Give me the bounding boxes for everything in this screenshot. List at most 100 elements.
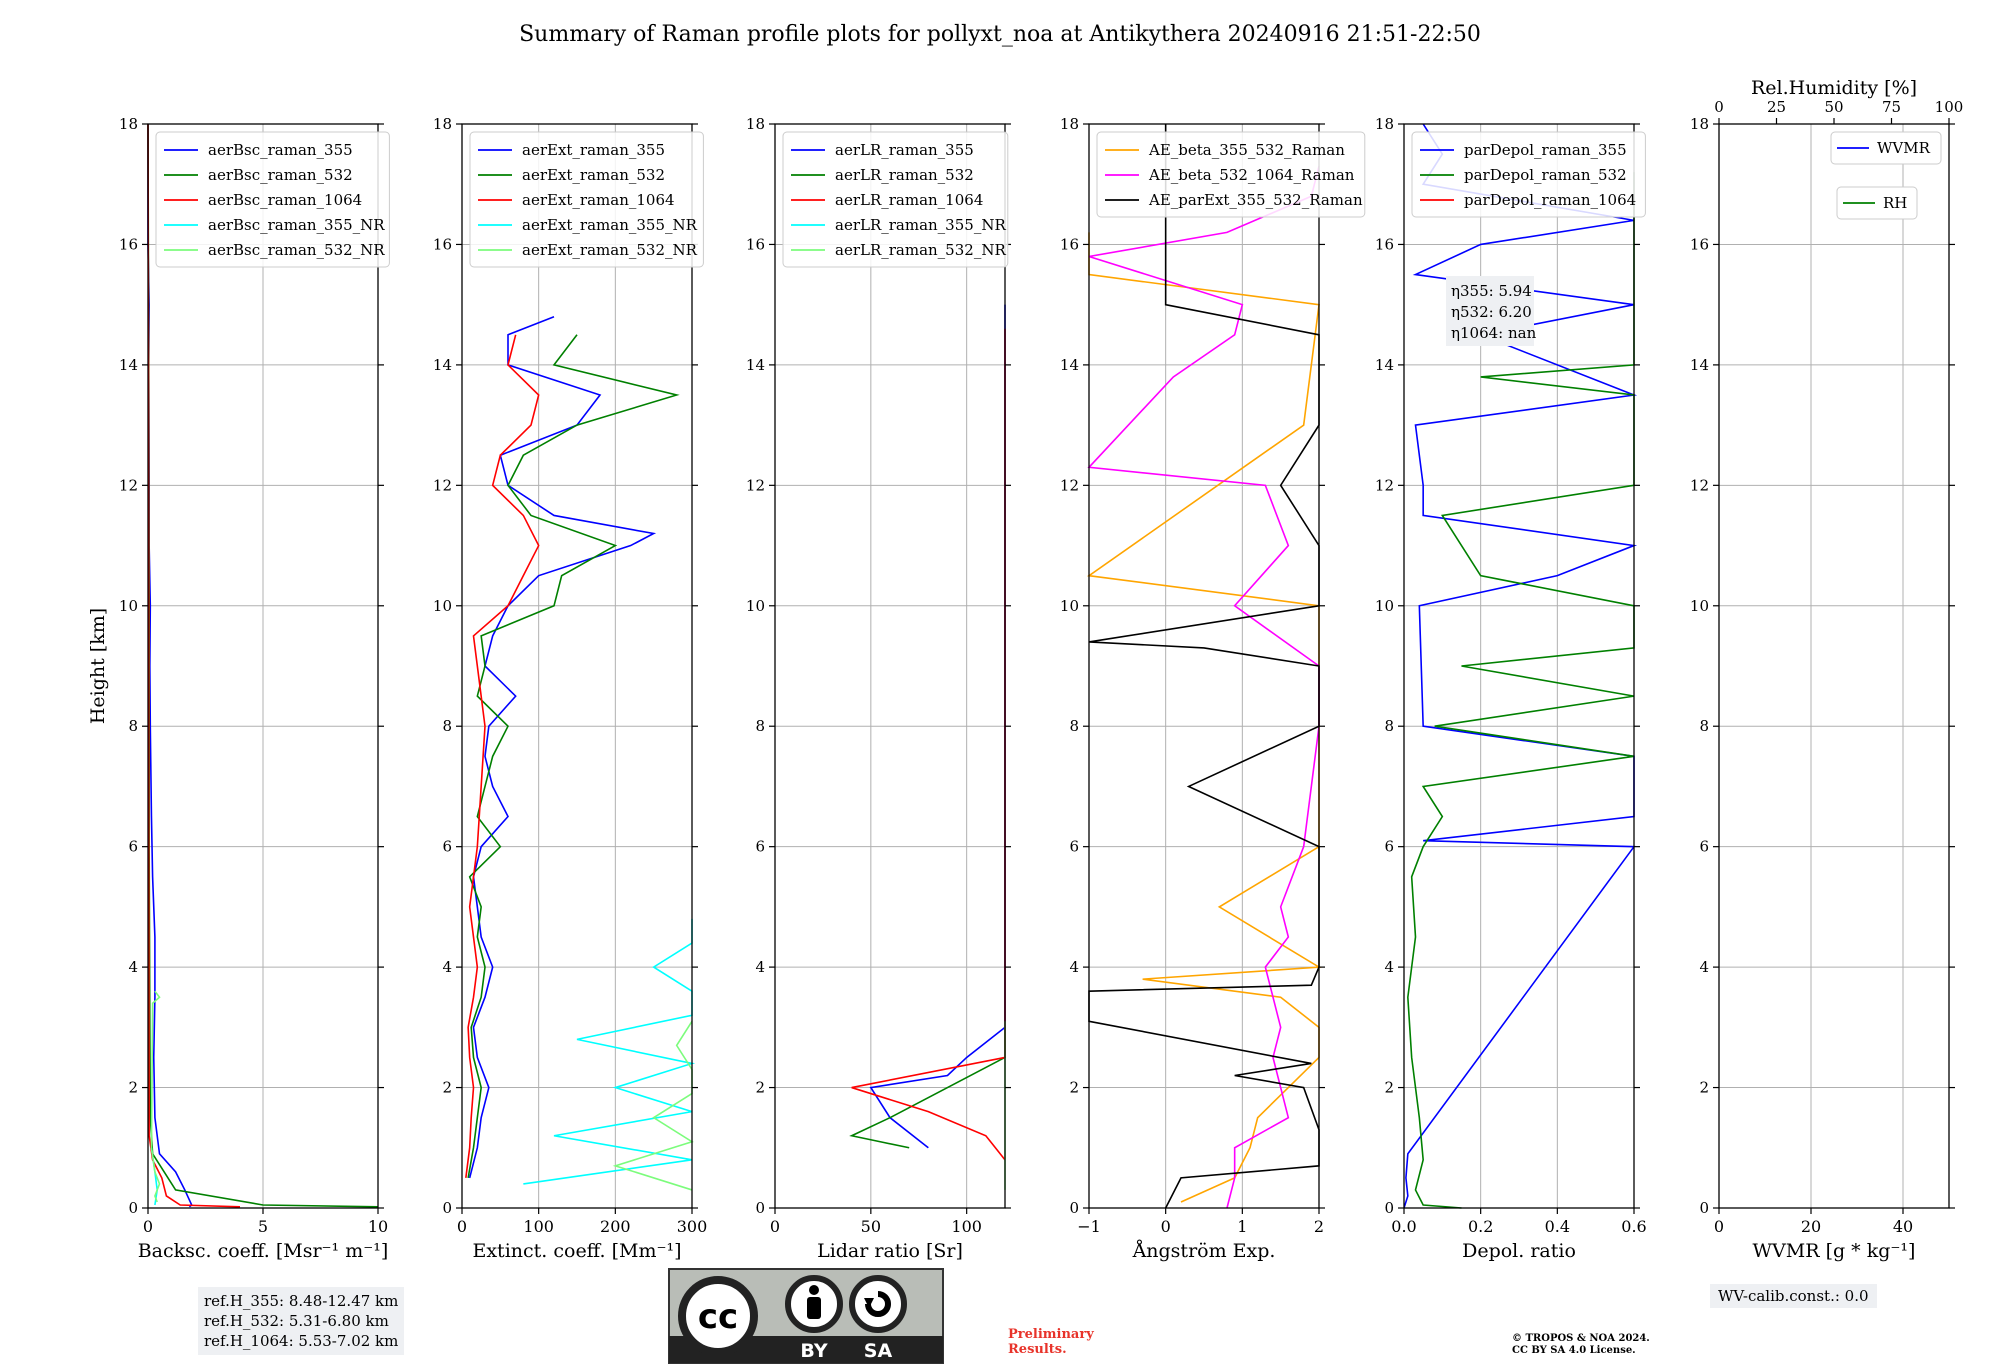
y-tick-label: 2	[755, 1079, 765, 1097]
x-tick-label: 0	[770, 1217, 780, 1236]
y-tick-label: 8	[442, 717, 452, 735]
y-tick-label: 14	[1060, 356, 1079, 374]
panel-2: 0 2 4 6 8 10 12 14 16 18 0 100 200 300 Extinct. coeff.…	[433, 115, 707, 1262]
y-tick-label: 10	[1060, 597, 1079, 615]
y-tick-label: 0	[1384, 1199, 1394, 1217]
y-tick-label: 12	[119, 476, 138, 494]
y-tick-label: 16	[1375, 235, 1394, 253]
reference-heights-box: ref.H_355: 8.48-12.47 km ref.H_532: 5.31…	[198, 1287, 405, 1355]
y-tick-label: 2	[442, 1079, 452, 1097]
legend-box	[1836, 186, 1918, 220]
annotation-text: η532: 6.20	[1451, 303, 1532, 321]
series-line-aerExt_raman_355_NR	[523, 918, 696, 1185]
legend-label: parDepol_raman_1064	[1464, 191, 1636, 209]
axes-frame	[1088, 123, 1320, 1209]
y-tick-label: 6	[1384, 838, 1394, 856]
y-tick-label: 8	[1384, 717, 1394, 735]
x-axis-label: Backsc. coeff. [Msr⁻¹ m⁻¹]	[138, 1240, 389, 1262]
y-tick-label: 4	[1384, 958, 1394, 976]
y-tick-label: 4	[1069, 958, 1079, 976]
x-tick-label: 0.4	[1545, 1217, 1570, 1236]
legend-label: aerLR_raman_355	[835, 141, 974, 159]
x-tick-label: 20	[1801, 1217, 1821, 1236]
y-tick-label: 4	[128, 958, 138, 976]
y-tick-label: 4	[755, 958, 765, 976]
legend-label: aerLR_raman_532_NR	[835, 241, 1006, 259]
axes-frame	[461, 123, 693, 1209]
x-axis-label: Extinct. coeff. [Mm⁻¹]	[472, 1240, 681, 1262]
x-tick-label: 100	[523, 1217, 554, 1236]
legend-label: aerLR_raman_532	[835, 166, 974, 184]
x-tick-label: 10	[368, 1217, 388, 1236]
legend-label: parDepol_raman_355	[1464, 141, 1627, 159]
y-tick-label: 0	[1069, 1199, 1079, 1217]
x2-tick-label: 75	[1882, 98, 1901, 116]
x-tick-label: 1	[1237, 1217, 1247, 1236]
y-tick-label: 10	[119, 597, 138, 615]
panel-1: 0 2 4 6 8 10 12 14 16 18 0 5 10 Backsc. coeff. [Msr⁻¹…	[87, 115, 390, 1262]
y-tick-label: 4	[442, 958, 452, 976]
y-tick-label: 6	[128, 838, 138, 856]
y-tick-label: 2	[1069, 1079, 1079, 1097]
y-axis-label: Height [km]	[87, 608, 109, 724]
y-tick-label: 10	[433, 597, 452, 615]
legend-label: aerLR_raman_355_NR	[835, 216, 1006, 234]
x-tick-label: 300	[677, 1217, 708, 1236]
y-tick-label: 18	[1690, 115, 1709, 133]
x-axis-label: Lidar ratio [Sr]	[817, 1240, 963, 1262]
x2-axis-label: Rel.Humidity [%]	[1751, 77, 1917, 99]
y-tick-label: 16	[119, 235, 138, 253]
y-tick-label: 18	[119, 115, 138, 133]
copyright-note: © TROPOS & NOA 2024. CC BY SA 4.0 Licens…	[1512, 1333, 1650, 1357]
legend-label: aerExt_raman_1064	[522, 191, 675, 209]
legend-label: AE_parExt_355_532_Raman	[1148, 191, 1363, 209]
legend-label: aerExt_raman_355	[522, 141, 665, 159]
series-line-aerBsc_raman_355	[147, 124, 193, 1208]
legend-label: WVMR	[1877, 139, 1931, 157]
y-tick-label: 6	[1699, 838, 1709, 856]
x-tick-label: 0.6	[1621, 1217, 1646, 1236]
legend-box	[1411, 131, 1646, 218]
legend-label: aerBsc_raman_532	[208, 166, 353, 184]
x2-tick-label: 25	[1767, 98, 1786, 116]
x-tick-label: 0.0	[1391, 1217, 1416, 1236]
x2-tick-label: 50	[1824, 98, 1843, 116]
legend-box	[469, 131, 704, 268]
x-tick-label: −1	[1077, 1217, 1101, 1236]
copyright-line-2: CC BY SA 4.0 License.	[1512, 1345, 1636, 1356]
series-line-AE_parExt_355_532_Raman	[1088, 124, 1320, 1209]
y-tick-label: 8	[1699, 717, 1709, 735]
y-tick-label: 14	[1690, 356, 1709, 374]
x-tick-label: 0	[1714, 1217, 1724, 1236]
y-tick-label: 10	[746, 597, 765, 615]
y-tick-label: 8	[128, 717, 138, 735]
y-tick-label: 6	[755, 838, 765, 856]
y-tick-label: 18	[433, 115, 452, 133]
y-tick-label: 12	[433, 476, 452, 494]
x-tick-label: 200	[600, 1217, 631, 1236]
y-tick-label: 14	[433, 356, 452, 374]
legend-label: parDepol_raman_532	[1464, 166, 1627, 184]
x-tick-label: 5	[258, 1217, 268, 1236]
y-tick-label: 12	[1375, 476, 1394, 494]
y-tick-label: 0	[128, 1199, 138, 1217]
x-tick-label: 0	[1161, 1217, 1171, 1236]
y-tick-label: 10	[1690, 597, 1709, 615]
axes-frame	[1403, 123, 1635, 1209]
y-tick-label: 8	[1069, 717, 1079, 735]
y-tick-label: 10	[1375, 597, 1394, 615]
series-line-aerExt_raman_1064	[465, 334, 540, 1178]
x-tick-label: 2	[1314, 1217, 1324, 1236]
y-tick-label: 14	[746, 356, 765, 374]
legend-label: RH	[1883, 194, 1907, 212]
series-line-aerBsc_raman_532_NR	[150, 990, 161, 1203]
ref-height-532: ref.H_532: 5.31-6.80 km	[204, 1312, 389, 1330]
legend-label: aerBsc_raman_1064	[208, 191, 362, 209]
x-tick-label: 0	[143, 1217, 153, 1236]
legend-box	[1830, 131, 1942, 165]
y-tick-label: 4	[1699, 958, 1709, 976]
y-tick-label: 14	[1375, 356, 1394, 374]
wv-calibration-box: WV-calib.const.: 0.0	[1710, 1284, 1877, 1308]
series-line-aerExt_raman_532	[467, 334, 680, 1179]
